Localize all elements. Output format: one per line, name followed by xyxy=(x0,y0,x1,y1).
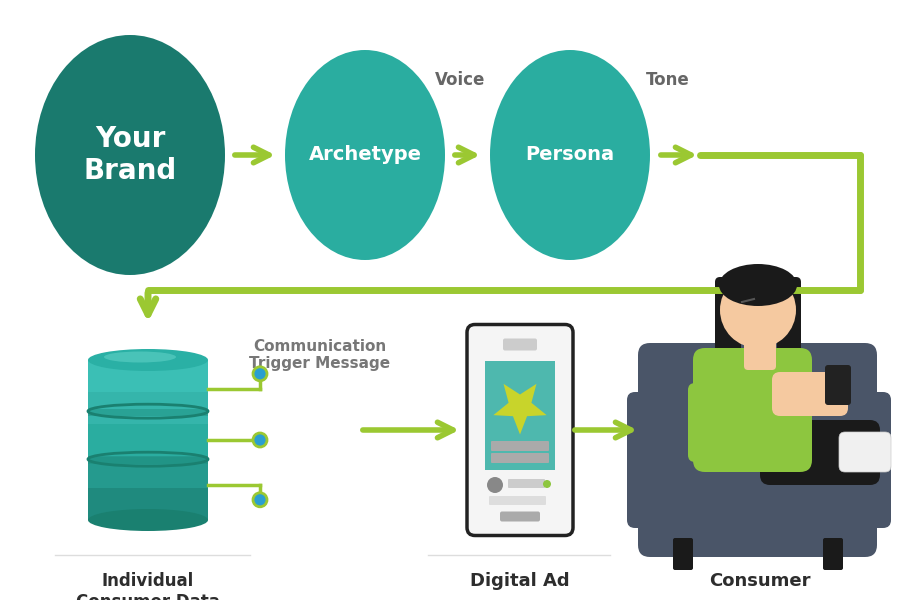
Polygon shape xyxy=(88,456,208,488)
Polygon shape xyxy=(88,360,208,520)
Text: Persona: Persona xyxy=(525,145,614,164)
FancyBboxPatch shape xyxy=(500,511,540,521)
FancyBboxPatch shape xyxy=(638,438,877,557)
Text: Your
Brand: Your Brand xyxy=(84,125,177,185)
Text: Archetype: Archetype xyxy=(308,145,421,164)
Polygon shape xyxy=(88,457,208,464)
Circle shape xyxy=(487,477,503,493)
FancyBboxPatch shape xyxy=(772,372,848,416)
FancyBboxPatch shape xyxy=(744,334,776,370)
Ellipse shape xyxy=(104,352,176,362)
Ellipse shape xyxy=(490,50,650,260)
Polygon shape xyxy=(88,360,208,392)
FancyBboxPatch shape xyxy=(503,338,537,350)
Ellipse shape xyxy=(88,349,208,371)
FancyBboxPatch shape xyxy=(760,420,880,485)
FancyBboxPatch shape xyxy=(825,365,851,405)
FancyBboxPatch shape xyxy=(839,432,891,472)
Circle shape xyxy=(720,272,796,348)
Circle shape xyxy=(543,480,551,488)
Text: Voice: Voice xyxy=(435,71,485,89)
Text: Consumer: Consumer xyxy=(709,572,811,590)
Circle shape xyxy=(253,493,267,507)
Polygon shape xyxy=(493,384,547,434)
FancyBboxPatch shape xyxy=(837,392,891,528)
Ellipse shape xyxy=(285,50,445,260)
Circle shape xyxy=(253,433,267,447)
Text: Communication
Trigger Message: Communication Trigger Message xyxy=(249,339,390,371)
Text: Digital Ad: Digital Ad xyxy=(470,572,570,590)
Ellipse shape xyxy=(719,264,797,306)
Polygon shape xyxy=(88,409,208,416)
FancyBboxPatch shape xyxy=(638,343,877,472)
Ellipse shape xyxy=(35,35,225,275)
FancyBboxPatch shape xyxy=(485,361,555,470)
Polygon shape xyxy=(88,392,208,424)
FancyBboxPatch shape xyxy=(467,325,573,535)
FancyBboxPatch shape xyxy=(823,538,843,570)
FancyBboxPatch shape xyxy=(508,479,545,488)
FancyBboxPatch shape xyxy=(688,383,727,462)
Ellipse shape xyxy=(88,509,208,531)
Circle shape xyxy=(253,367,267,381)
Polygon shape xyxy=(88,488,208,520)
FancyBboxPatch shape xyxy=(491,441,549,451)
Polygon shape xyxy=(88,424,208,456)
FancyBboxPatch shape xyxy=(627,392,673,528)
FancyBboxPatch shape xyxy=(489,496,546,505)
FancyBboxPatch shape xyxy=(673,538,693,570)
FancyBboxPatch shape xyxy=(777,277,801,362)
FancyBboxPatch shape xyxy=(491,453,549,463)
Text: Tone: Tone xyxy=(646,71,690,89)
Text: Individual
Consumer Data: Individual Consumer Data xyxy=(76,572,220,600)
FancyBboxPatch shape xyxy=(693,348,812,472)
FancyBboxPatch shape xyxy=(715,277,741,367)
